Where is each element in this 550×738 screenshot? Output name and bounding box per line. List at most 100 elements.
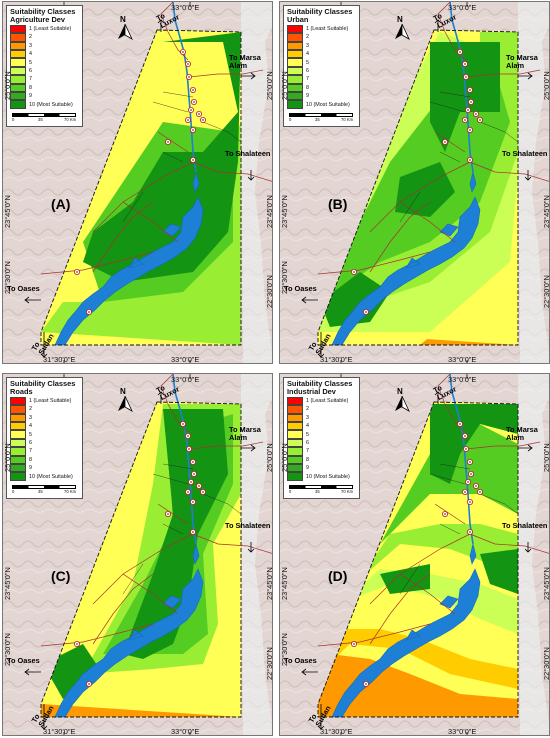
scale-label: 0 bbox=[12, 116, 15, 122]
dest-shalateen: To Shalateen bbox=[502, 521, 548, 530]
lat-label-right-bottom: 22°30'0"N bbox=[265, 647, 273, 680]
map-panel-a: Suitability Classes Agriculture Dev 1 (Lea… bbox=[2, 1, 273, 364]
lon-label-bottom-right: 33°0'0"E bbox=[448, 355, 477, 364]
legend-swatch bbox=[287, 455, 303, 464]
legend-heading: Suitability Classes bbox=[10, 7, 76, 16]
legend-row: 7 bbox=[287, 75, 356, 84]
scale-bar-graphic bbox=[12, 112, 76, 117]
settlement-point-center bbox=[188, 448, 190, 450]
settlement-point-center bbox=[444, 513, 446, 515]
legend-row: 5 bbox=[287, 58, 356, 67]
legend-swatch bbox=[10, 33, 26, 42]
scale-label: 0 bbox=[289, 488, 292, 494]
settlement-point-center bbox=[193, 101, 195, 103]
legend-label: 2 bbox=[306, 34, 309, 41]
settlement-point-center bbox=[467, 109, 469, 111]
road-line bbox=[40, 623, 154, 647]
legend-label: 5 bbox=[29, 59, 32, 66]
suitability-zone bbox=[330, 599, 518, 659]
settlement-point-center bbox=[470, 473, 472, 475]
legend-box: Suitability Classes Urban 1 (Least Suitabl… bbox=[283, 5, 360, 127]
legend-label: 2 bbox=[306, 406, 309, 413]
legend-row: 3 bbox=[287, 41, 356, 51]
red-sea-area bbox=[518, 2, 549, 363]
road-line bbox=[465, 441, 541, 450]
study-area-boundary bbox=[317, 401, 519, 718]
legend-label: 4 bbox=[306, 423, 309, 430]
dest-oases: To Oases bbox=[7, 656, 40, 665]
legend-row: 1 (Least Suitable) bbox=[10, 24, 79, 34]
suitability-zone bbox=[318, 629, 518, 689]
road-line bbox=[469, 161, 549, 182]
legend-label: 7 bbox=[29, 76, 32, 83]
legend-label: 6 bbox=[306, 439, 309, 446]
settlement-point-center bbox=[182, 423, 184, 425]
wadi-line bbox=[429, 473, 466, 485]
dest-shalateen: To Shalateen bbox=[225, 149, 271, 158]
settlement-point-center bbox=[192, 501, 194, 503]
legend-label: 9 bbox=[29, 465, 32, 472]
legend-label: 9 bbox=[306, 465, 309, 472]
legend-swatch bbox=[10, 49, 26, 59]
lat-label-top: 25°0'0"N bbox=[280, 71, 289, 100]
legend-swatch bbox=[287, 413, 303, 423]
legend-swatch bbox=[10, 91, 26, 101]
settlement-point-center bbox=[182, 51, 184, 53]
legend-row: 1 (Least Suitable) bbox=[287, 396, 356, 406]
settlement-point-center bbox=[198, 113, 200, 115]
legend-swatch bbox=[10, 66, 26, 76]
legend-row: 1 (Least Suitable) bbox=[10, 396, 79, 406]
legend-label: 9 bbox=[29, 93, 32, 100]
lat-label-mid: 23°45'0"N bbox=[3, 567, 12, 600]
settlement-point-center bbox=[469, 531, 471, 533]
road-line bbox=[369, 573, 431, 645]
legend-swatch bbox=[287, 472, 303, 481]
settlement-point-center bbox=[190, 109, 192, 111]
legend-row: 10 (Most Suitable) bbox=[287, 100, 356, 109]
lat-label-right-top: 25°0'0"N bbox=[265, 443, 273, 472]
lat-label-right-bottom: 22°30'0"N bbox=[542, 275, 550, 308]
lon-label-bottom-left: 31°30'0"E bbox=[43, 727, 76, 736]
legend-swatch bbox=[10, 463, 26, 473]
legend-heading: Suitability Classes bbox=[287, 379, 353, 388]
direction-arrows bbox=[301, 391, 533, 730]
legend-label: 5 bbox=[29, 431, 32, 438]
settlement-point-center bbox=[459, 51, 461, 53]
legend-label: 1 (Least Suitable) bbox=[29, 26, 72, 32]
legend-row: 6 bbox=[10, 438, 79, 448]
scale-bar: 0 35 70 Km bbox=[287, 111, 356, 123]
road-line bbox=[188, 441, 264, 450]
legend-swatch bbox=[10, 100, 26, 109]
settlement-point-center bbox=[479, 119, 481, 121]
lat-label-mid: 23°45'0"N bbox=[280, 567, 289, 600]
legend-row: 3 bbox=[10, 41, 79, 51]
scale-label: 35 bbox=[315, 488, 320, 494]
settlement-point-center bbox=[464, 63, 466, 65]
legend-swatch bbox=[10, 41, 26, 51]
legend-swatch bbox=[10, 405, 26, 414]
red-sea-area bbox=[241, 2, 272, 363]
settlement-point-center bbox=[479, 491, 481, 493]
lat-label-right-top: 25°0'0"N bbox=[542, 71, 550, 100]
settlement-point-center bbox=[475, 113, 477, 115]
legend-row: 9 bbox=[10, 463, 79, 473]
settlement-point-center bbox=[192, 159, 194, 161]
road-line bbox=[92, 573, 154, 645]
legend-row: 4 bbox=[287, 49, 356, 59]
legend-swatch bbox=[287, 58, 303, 67]
legend-row: 6 bbox=[287, 438, 356, 448]
legend-swatch bbox=[10, 58, 26, 67]
wadi-line bbox=[122, 191, 144, 223]
legend-label: 1 (Least Suitable) bbox=[29, 398, 72, 404]
legend-row: 4 bbox=[10, 421, 79, 431]
scale-label: 35 bbox=[38, 488, 43, 494]
nile-river bbox=[449, 2, 474, 173]
dest-oases: To Oases bbox=[284, 656, 317, 665]
legend-label: 8 bbox=[306, 456, 309, 463]
legend-row: 3 bbox=[10, 413, 79, 423]
wadi-line bbox=[479, 493, 519, 515]
scale-label: 0 bbox=[12, 488, 15, 494]
legend-row: 1 (Least Suitable) bbox=[287, 24, 356, 34]
scale-bar-graphic bbox=[289, 112, 353, 117]
legend-row: 3 bbox=[287, 413, 356, 423]
